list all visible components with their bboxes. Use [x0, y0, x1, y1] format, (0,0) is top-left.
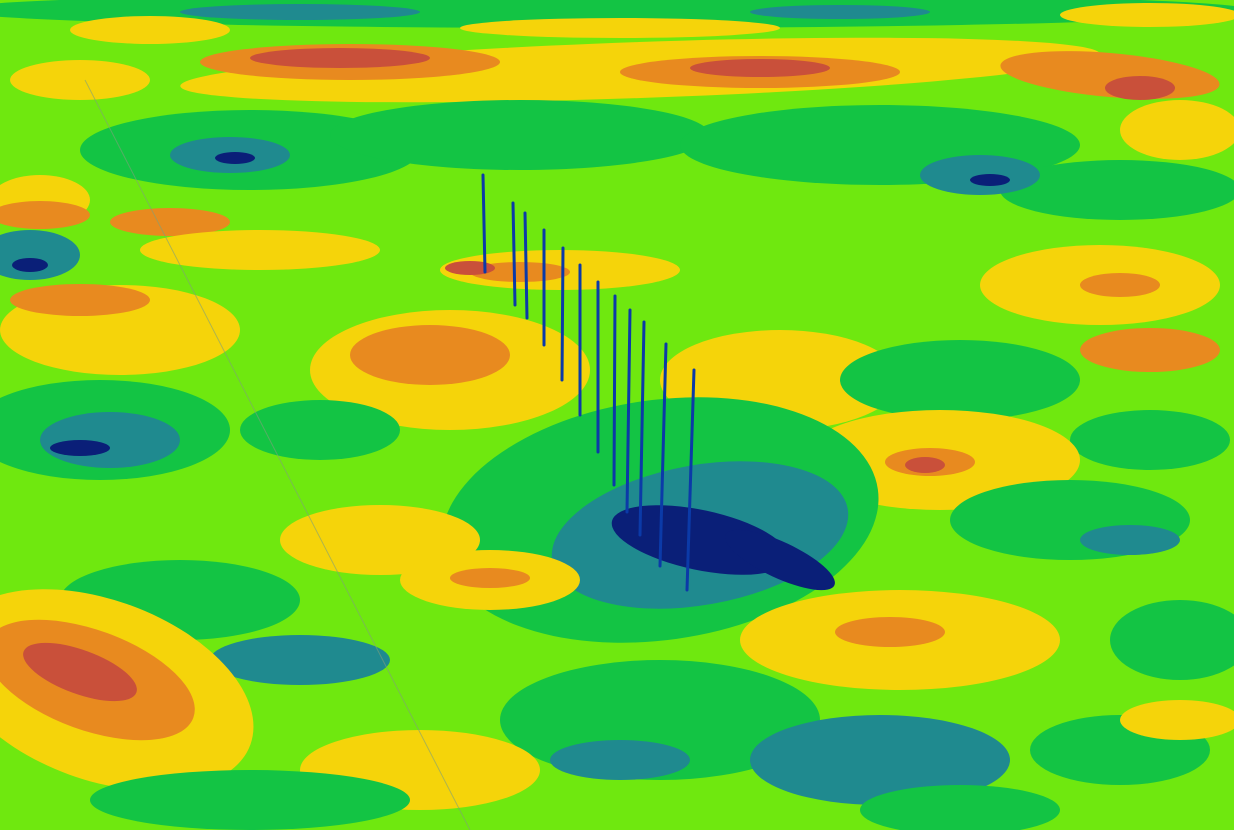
elevation-zone: [90, 770, 410, 830]
elevation-zone: [970, 174, 1010, 186]
elevation-zone: [445, 261, 495, 275]
elevation-zone: [860, 785, 1060, 830]
elevation-zone: [450, 568, 530, 588]
elevation-zone: [1080, 525, 1180, 555]
elevation-zone: [330, 100, 710, 170]
elevation-zone: [1070, 410, 1230, 470]
elevation-zone: [40, 412, 180, 468]
tile-seam: [84, 79, 471, 830]
survey-marker-line: [612, 294, 617, 487]
survey-marker-line: [658, 342, 668, 568]
elevation-zone: [840, 340, 1080, 420]
elevation-zone: [905, 457, 945, 473]
elevation-zone: [460, 18, 780, 38]
elevation-zone: [750, 5, 930, 19]
elevation-zone: [240, 400, 400, 460]
elevation-zone: [1080, 328, 1220, 372]
elevation-zone: [725, 529, 835, 591]
elevation-zone: [1110, 600, 1234, 680]
elevation-zone: [180, 4, 420, 20]
survey-marker-line: [481, 173, 487, 274]
elevation-zone: [250, 48, 430, 68]
elevation-zone: [0, 201, 90, 229]
elevation-zone: [50, 440, 110, 456]
elevation-zone: [750, 715, 1010, 805]
elevation-zone: [210, 635, 390, 685]
survey-marker-line: [511, 201, 517, 307]
elevation-zone: [690, 59, 830, 77]
elevation-zone: [215, 152, 255, 164]
elevation-zone: [12, 258, 48, 272]
elevation-zone: [1080, 273, 1160, 297]
survey-marker-line: [625, 308, 632, 514]
elevation-zone: [550, 740, 690, 780]
elevation-zone: [1120, 700, 1234, 740]
survey-marker-line: [523, 211, 529, 320]
elevation-zone: [835, 617, 945, 647]
elevation-zone: [350, 325, 510, 385]
elevation-zone: [1120, 100, 1234, 160]
elevation-zone: [1060, 3, 1234, 27]
elevation-zone: [10, 284, 150, 316]
elevation-zone: [70, 16, 230, 44]
survey-marker-line: [560, 246, 565, 382]
survey-marker-line: [685, 368, 696, 592]
survey-marker-line: [638, 320, 646, 537]
elevation-zone: [1000, 160, 1234, 220]
survey-markers: [481, 173, 696, 592]
elevation-zone: [1105, 76, 1175, 100]
elevation-zone: [110, 208, 230, 236]
elevation-zone: [140, 230, 380, 270]
elevation-zone: [10, 60, 150, 100]
elevation-zone: [23, 642, 137, 702]
